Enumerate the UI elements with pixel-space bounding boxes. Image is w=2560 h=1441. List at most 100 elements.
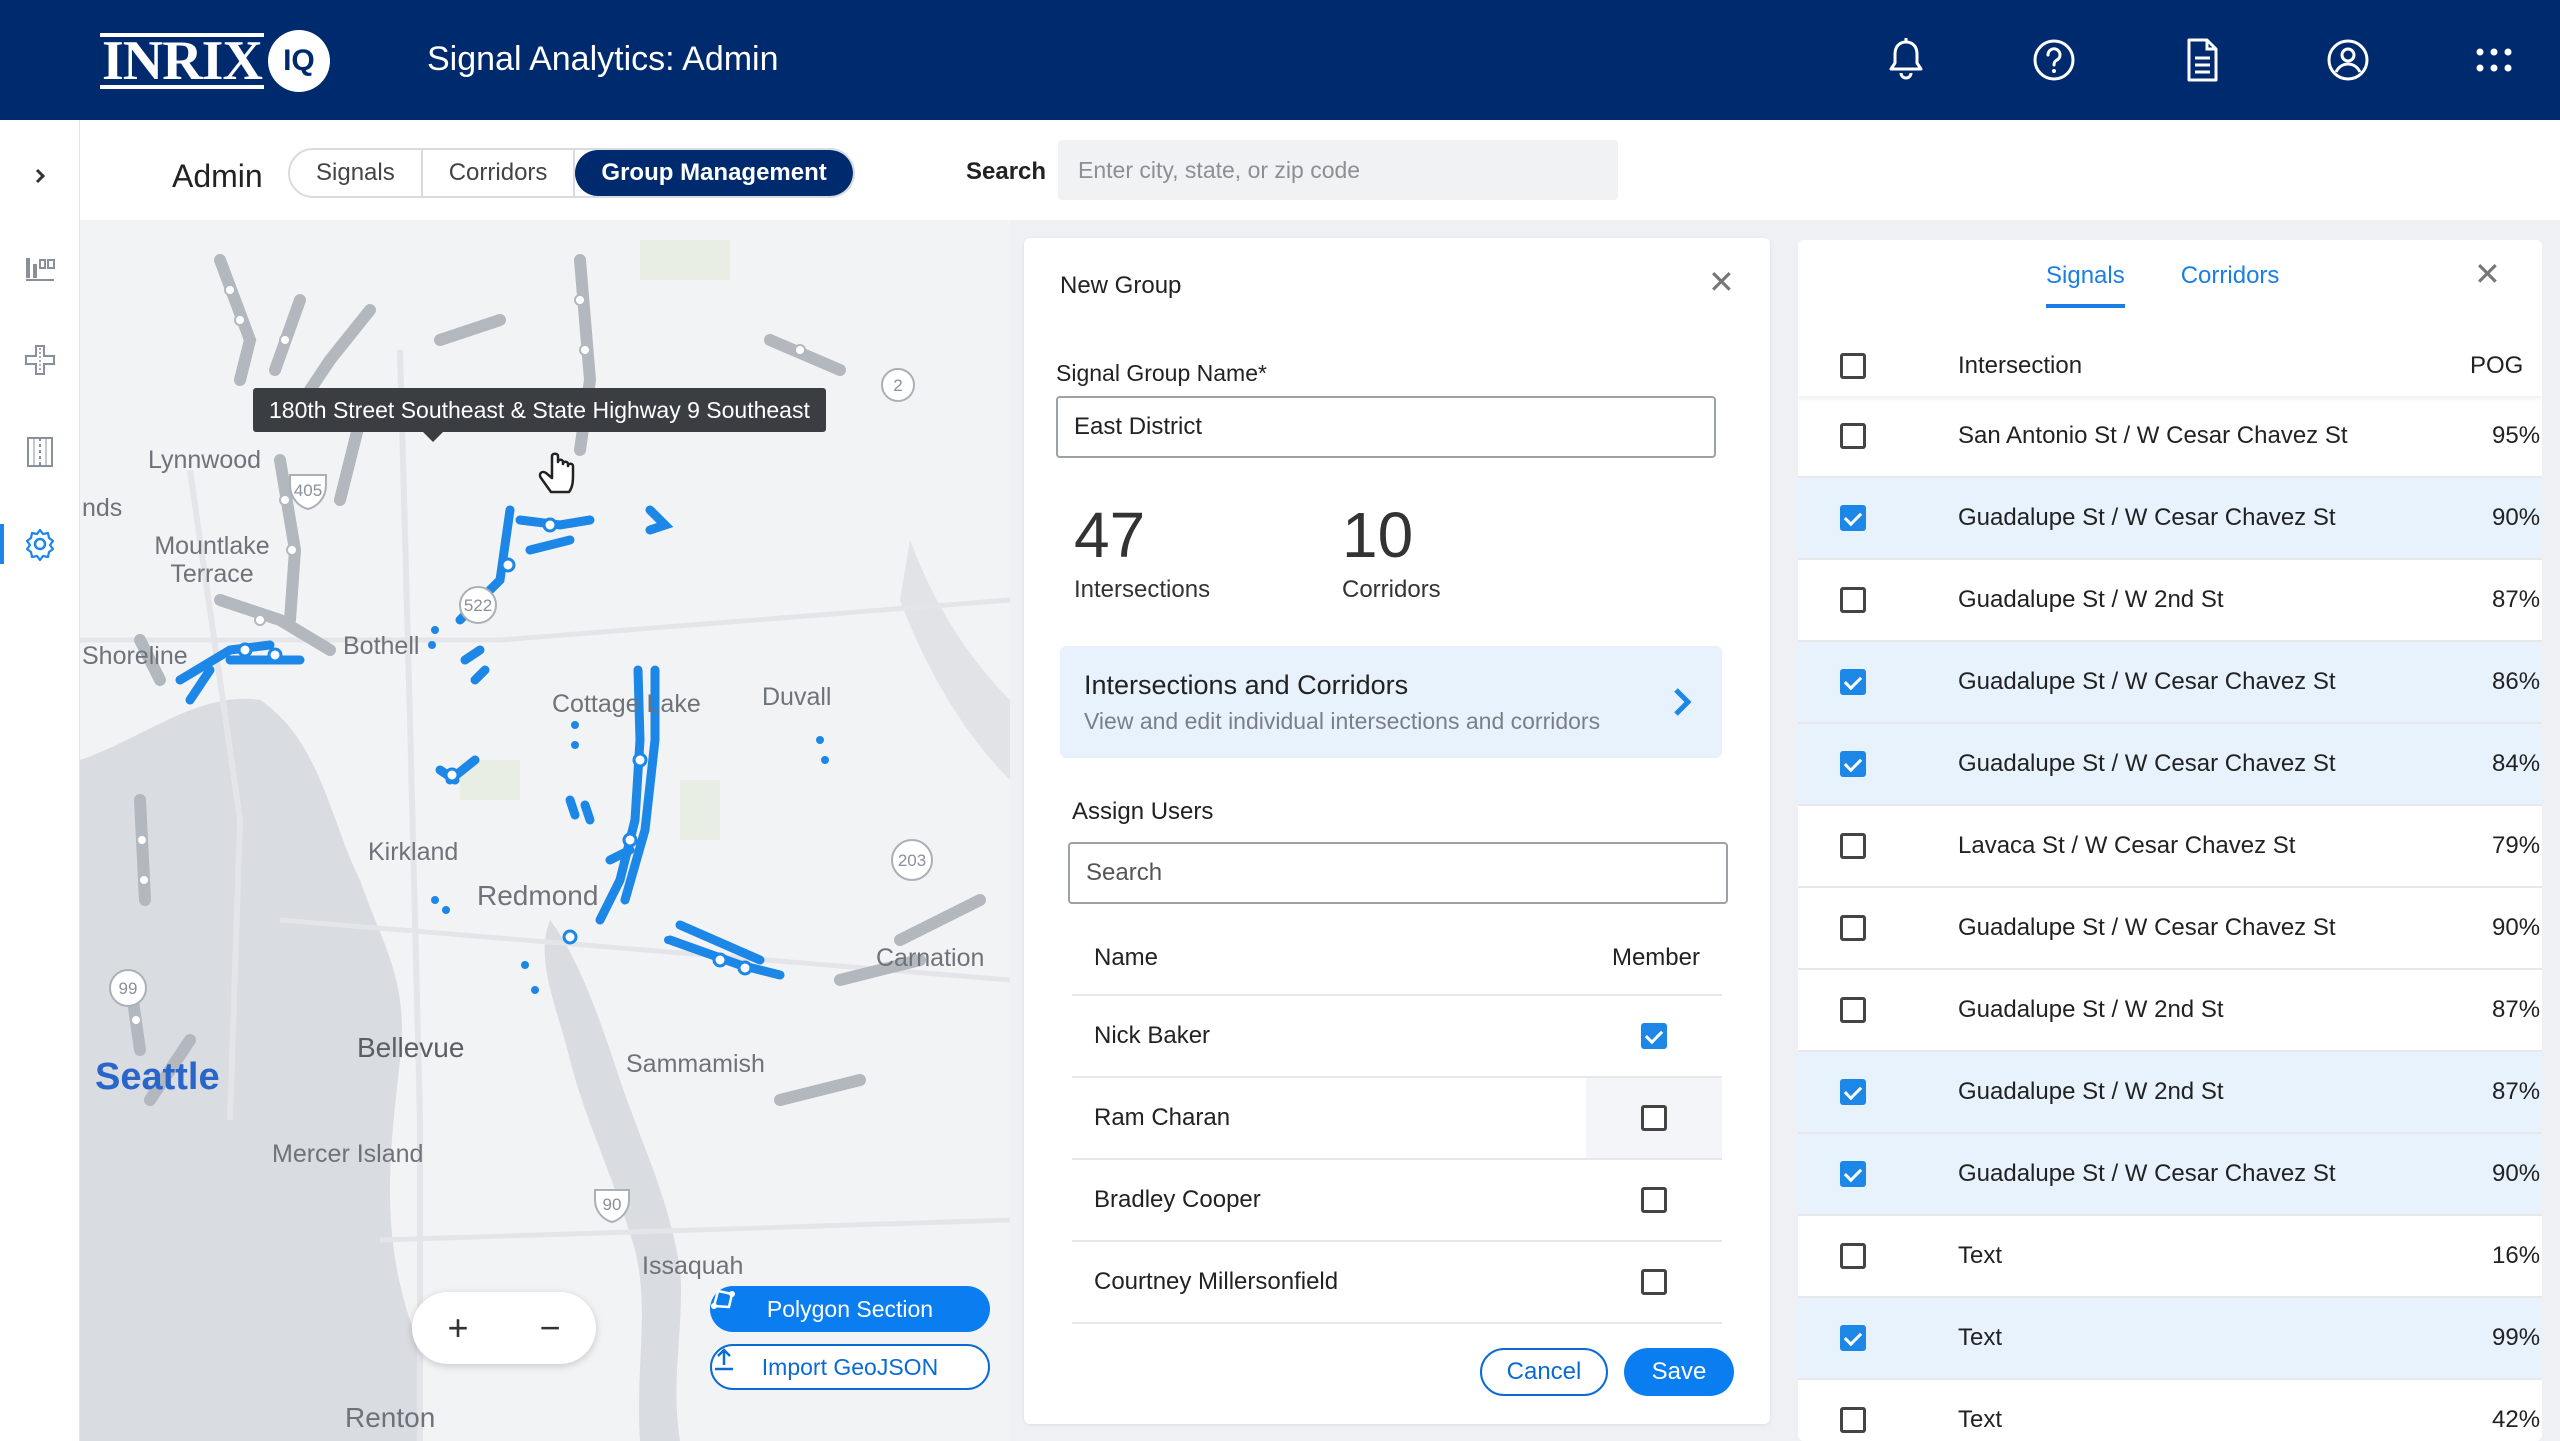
map-label-lynnwood: Lynnwood <box>148 446 262 474</box>
corridors-caption: Corridors <box>1342 576 1441 603</box>
map-label-duvall: Duvall <box>762 683 832 711</box>
tab-group-management[interactable]: Group Management <box>575 150 853 196</box>
tab-corridors[interactable]: Corridors <box>423 150 576 196</box>
map-label-issaquah: Issaquah <box>642 1252 744 1280</box>
bell-icon[interactable] <box>1880 34 1932 86</box>
signal-row[interactable]: Guadalupe St / W 2nd St 87% <box>1798 970 2542 1052</box>
user-search-input[interactable] <box>1068 842 1728 904</box>
upload-icon <box>715 1348 733 1371</box>
signal-row[interactable]: Text 16% <box>1798 1216 2542 1298</box>
close-icon[interactable]: ✕ <box>2474 256 2501 292</box>
map-label-renton: Renton <box>345 1402 436 1433</box>
map-label-bothell: Bothell <box>343 632 420 660</box>
cancel-button[interactable]: Cancel <box>1480 1348 1608 1396</box>
member-checkbox[interactable] <box>1641 1105 1667 1131</box>
users-table-header: Name Member <box>1072 922 1722 996</box>
row-checkbox[interactable] <box>1840 669 1866 695</box>
polygon-section-button[interactable]: Polygon Section <box>710 1286 990 1332</box>
tab-corridors-list[interactable]: Corridors <box>2180 262 2280 289</box>
signal-row[interactable]: San Antonio St / W Cesar Chavez St 95% <box>1798 396 2542 478</box>
row-checkbox[interactable] <box>1840 1243 1866 1269</box>
left-sidebar <box>0 120 80 1441</box>
user-row: Nick Baker <box>1072 996 1722 1078</box>
help-icon[interactable] <box>2028 34 2080 86</box>
pog-value: 87% <box>2492 586 2541 613</box>
inrix-iq-logo[interactable]: INRIX IQ <box>100 30 330 92</box>
group-name-label: Signal Group Name* <box>1056 360 1267 386</box>
polygon-section-label: Polygon Section <box>766 1295 934 1322</box>
group-name-input[interactable] <box>1056 396 1716 458</box>
pog-value: 95% <box>2492 422 2541 449</box>
pog-value: 99% <box>2492 1324 2541 1351</box>
intersection-name: Guadalupe St / W Cesar Chavez St <box>1958 1160 2336 1187</box>
pog-value: 16% <box>2492 1242 2541 1269</box>
signal-row[interactable]: Text 99% <box>1798 1298 2542 1380</box>
row-checkbox[interactable] <box>1840 997 1866 1023</box>
signal-row[interactable]: Guadalupe St / W Cesar Chavez St 84% <box>1798 724 2542 806</box>
map-label-redmond: Redmond <box>477 880 599 911</box>
signal-row[interactable]: Guadalupe St / W 2nd St 87% <box>1798 1052 2542 1134</box>
admin-subbar: Admin Signals Corridors Group Management… <box>80 120 2560 220</box>
signal-row[interactable]: Guadalupe St / W Cesar Chavez St 90% <box>1798 888 2542 970</box>
map-label-shoreline: Shoreline <box>82 642 188 670</box>
signals-table-body: San Antonio St / W Cesar Chavez St 95% Gu… <box>1798 396 2542 1441</box>
intersection-name: Guadalupe St / W 2nd St <box>1958 1078 2224 1105</box>
tab-signals[interactable]: Signals <box>290 150 423 196</box>
row-checkbox[interactable] <box>1840 1161 1866 1187</box>
map-canvas[interactable]: 405 522 2 203 99 90 <box>80 220 1010 1441</box>
settings-icon[interactable] <box>22 526 58 562</box>
corridors-stat: 10 Corridors <box>1342 500 1441 604</box>
row-checkbox[interactable] <box>1840 915 1866 941</box>
member-checkbox[interactable] <box>1641 1269 1667 1295</box>
row-checkbox[interactable] <box>1840 1407 1866 1433</box>
pog-value: 79% <box>2492 832 2541 859</box>
pointer-cursor <box>538 452 575 494</box>
col-member: Member <box>1611 944 1700 971</box>
row-checkbox[interactable] <box>1840 423 1866 449</box>
intersection-icon[interactable] <box>22 342 58 378</box>
intersection-name: Guadalupe St / W 2nd St <box>1958 586 2224 613</box>
map-label-nds: nds <box>82 494 123 522</box>
admin-tabs: Signals Corridors Group Management <box>288 148 855 198</box>
row-checkbox[interactable] <box>1840 1325 1866 1351</box>
signal-row[interactable]: Guadalupe St / W Cesar Chavez St 90% <box>1798 478 2542 560</box>
member-checkbox[interactable] <box>1641 1187 1667 1213</box>
app-title: Signal Analytics: Admin <box>427 40 779 78</box>
document-icon[interactable] <box>2176 34 2228 86</box>
shield-2: 2 <box>893 376 902 395</box>
member-checkbox[interactable] <box>1641 1023 1667 1049</box>
signal-row[interactable]: Guadalupe St / W Cesar Chavez St 86% <box>1798 642 2542 724</box>
intersections-corridors-card[interactable]: Intersections and Corridors View and edi… <box>1060 646 1722 758</box>
row-checkbox[interactable] <box>1840 751 1866 777</box>
signal-row[interactable]: Guadalupe St / W 2nd St 87% <box>1798 560 2542 642</box>
account-icon[interactable] <box>2322 34 2374 86</box>
signals-icon[interactable] <box>22 250 58 286</box>
zoom-in-button[interactable]: + <box>447 1307 469 1348</box>
intersection-name: Text <box>1958 1242 2003 1269</box>
zoom-out-button[interactable]: − <box>539 1307 561 1348</box>
location-search-input[interactable] <box>1058 140 1618 200</box>
signal-row[interactable]: Text 42% <box>1798 1380 2542 1441</box>
chevron-right-icon[interactable] <box>22 158 58 194</box>
map-label-mercer-island: Mercer Island <box>272 1140 424 1168</box>
map-view[interactable]: 405 522 2 203 99 90 Lynnwood nds Mountla… <box>80 220 1010 1441</box>
import-geojson-button[interactable]: Import GeoJSON <box>710 1344 990 1390</box>
chevron-right-icon <box>1674 688 1692 716</box>
row-checkbox[interactable] <box>1840 1079 1866 1105</box>
select-all-checkbox[interactable] <box>1840 353 1866 379</box>
row-checkbox[interactable] <box>1840 587 1866 613</box>
signal-row[interactable]: Lavaca St / W Cesar Chavez St 79% <box>1798 806 2542 888</box>
intersection-name: Text <box>1958 1324 2003 1351</box>
map-label-carnation: Carnation <box>876 944 985 972</box>
shield-522: 522 <box>464 596 492 615</box>
row-checkbox[interactable] <box>1840 505 1866 531</box>
tab-signals-list[interactable]: Signals <box>2046 262 2125 308</box>
signal-row[interactable]: Guadalupe St / W Cesar Chavez St 90% <box>1798 1134 2542 1216</box>
map-label-sammamish: Sammamish <box>626 1050 765 1078</box>
shield-203: 203 <box>898 851 926 870</box>
save-button[interactable]: Save <box>1624 1348 1734 1396</box>
corridor-icon[interactable] <box>22 434 58 470</box>
row-checkbox[interactable] <box>1840 833 1866 859</box>
close-icon[interactable]: ✕ <box>1708 264 1735 300</box>
apps-grid-icon[interactable] <box>2468 34 2520 86</box>
